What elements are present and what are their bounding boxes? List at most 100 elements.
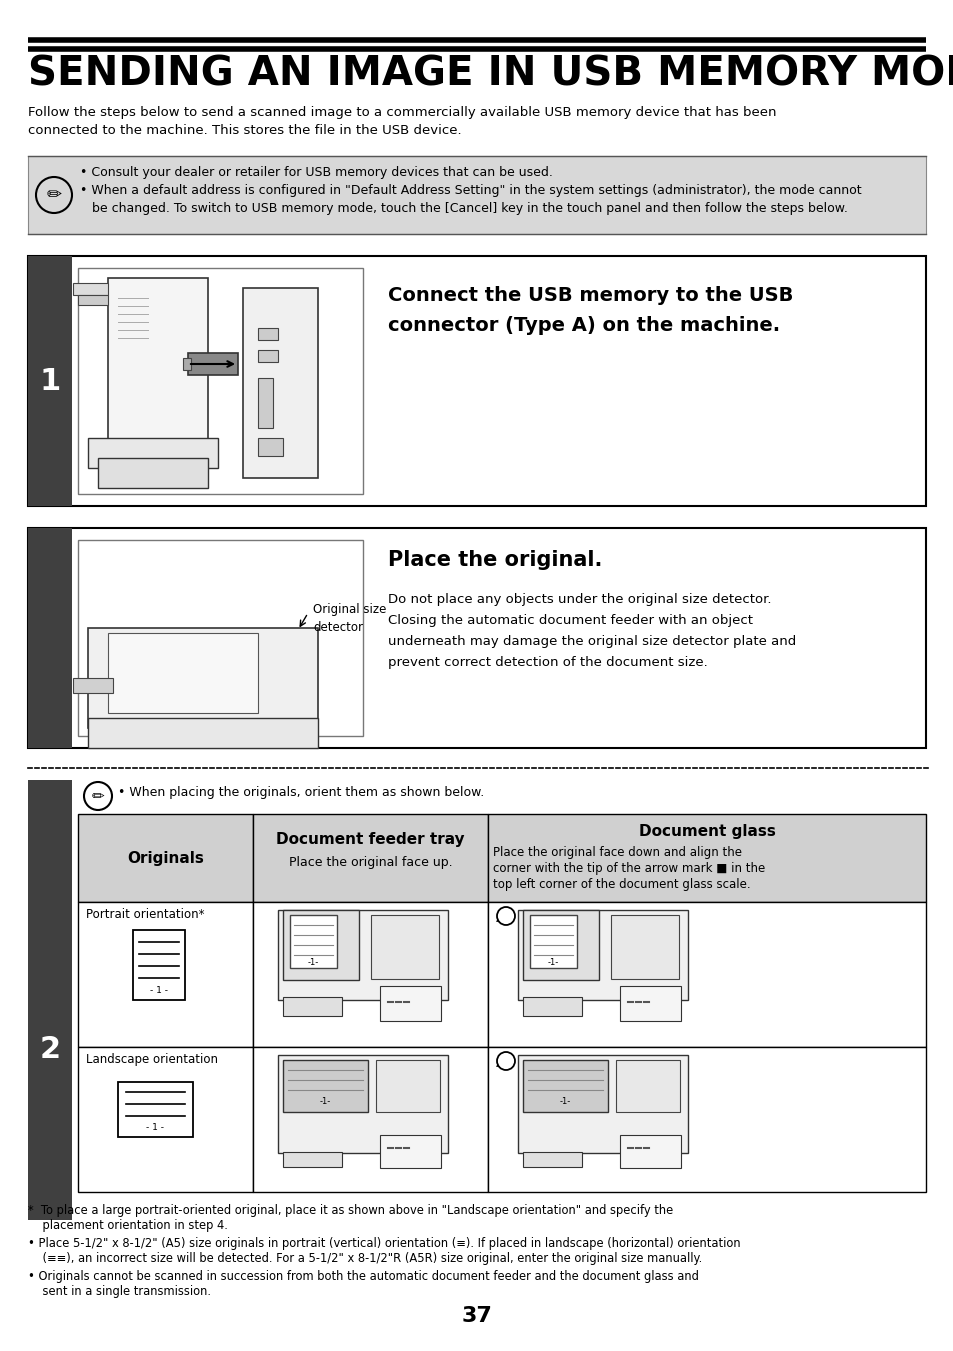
Text: detector: detector: [313, 621, 363, 634]
Bar: [488, 902, 925, 1047]
Bar: [277, 911, 448, 1000]
Bar: [522, 911, 598, 979]
Circle shape: [36, 177, 71, 213]
Text: placement orientation in step 4.: placement orientation in step 4.: [28, 1219, 228, 1232]
Bar: [78, 815, 253, 902]
Bar: [88, 717, 317, 748]
Bar: [28, 528, 925, 748]
Bar: [530, 915, 577, 969]
Bar: [132, 929, 185, 1000]
Text: 2: 2: [39, 1035, 60, 1065]
Bar: [28, 255, 925, 507]
Bar: [78, 1047, 253, 1192]
Text: ✏: ✏: [47, 186, 62, 204]
Text: Landscape orientation: Landscape orientation: [86, 1052, 218, 1066]
Bar: [73, 678, 112, 693]
Text: Original size: Original size: [313, 603, 386, 616]
Bar: [522, 1061, 607, 1112]
Bar: [257, 350, 277, 362]
Text: (≡≡), an incorrect size will be detected. For a 5-1/2" x 8-1/2"R (A5R) size orig: (≡≡), an incorrect size will be detected…: [28, 1252, 701, 1265]
Text: • Consult your dealer or retailer for USB memory devices that can be used.: • Consult your dealer or retailer for US…: [80, 166, 553, 178]
Text: be changed. To switch to USB memory mode, touch the [Cancel] key in the touch pa: be changed. To switch to USB memory mode…: [80, 203, 847, 215]
Text: Portrait orientation*: Portrait orientation*: [86, 908, 204, 921]
Bar: [610, 915, 679, 979]
Text: -1-: -1-: [319, 1097, 331, 1106]
Circle shape: [497, 1052, 515, 1070]
Text: prevent correct detection of the document size.: prevent correct detection of the documen…: [388, 657, 707, 669]
Text: connected to the machine. This stores the file in the USB device.: connected to the machine. This stores th…: [28, 124, 461, 136]
Bar: [253, 815, 488, 902]
Text: Closing the automatic document feeder with an object: Closing the automatic document feeder wi…: [388, 613, 752, 627]
Text: • Originals cannot be scanned in succession from both the automatic document fee: • Originals cannot be scanned in success…: [28, 1270, 699, 1283]
Text: -1-: -1-: [547, 958, 558, 967]
Bar: [522, 997, 581, 1016]
Bar: [283, 911, 358, 979]
Bar: [375, 1061, 439, 1112]
Bar: [488, 815, 925, 902]
Bar: [616, 1061, 679, 1112]
Circle shape: [84, 782, 112, 811]
Bar: [183, 358, 191, 370]
Text: Originals: Originals: [127, 851, 204, 866]
Bar: [253, 1047, 488, 1192]
Text: - 1 -: - 1 -: [147, 1123, 164, 1132]
Text: Follow the steps below to send a scanned image to a commercially available USB m: Follow the steps below to send a scanned…: [28, 105, 776, 119]
Text: sent in a single transmission.: sent in a single transmission.: [28, 1285, 211, 1298]
Bar: [517, 1055, 687, 1152]
Text: Document glass: Document glass: [638, 824, 775, 839]
Text: corner with the tip of the arrow mark ■ in the: corner with the tip of the arrow mark ■ …: [493, 862, 764, 875]
Bar: [619, 986, 680, 1021]
Bar: [28, 255, 71, 507]
Text: ▲: ▲: [496, 908, 507, 923]
Polygon shape: [138, 567, 357, 628]
Bar: [108, 634, 257, 713]
Text: SENDING AN IMAGE IN USB MEMORY MODE: SENDING AN IMAGE IN USB MEMORY MODE: [28, 54, 953, 95]
Text: Place the original face down and align the: Place the original face down and align t…: [493, 846, 741, 859]
Bar: [78, 295, 108, 305]
Bar: [28, 155, 925, 234]
Bar: [28, 780, 71, 1220]
Bar: [98, 458, 208, 488]
Text: Document feeder tray: Document feeder tray: [276, 832, 464, 847]
Bar: [379, 1135, 440, 1169]
Text: -1-: -1-: [307, 958, 318, 967]
Bar: [73, 282, 108, 295]
Bar: [188, 353, 237, 376]
Text: 37: 37: [461, 1306, 492, 1325]
Bar: [88, 628, 317, 728]
Bar: [517, 911, 687, 1000]
Text: connector (Type A) on the machine.: connector (Type A) on the machine.: [388, 316, 780, 335]
Bar: [28, 528, 71, 748]
Text: Do not place any objects under the original size detector.: Do not place any objects under the origi…: [388, 593, 771, 607]
Bar: [283, 997, 341, 1016]
Bar: [283, 1152, 341, 1167]
Bar: [243, 288, 317, 478]
Text: - 1 -: - 1 -: [150, 986, 168, 994]
Bar: [619, 1135, 680, 1169]
Bar: [118, 1082, 193, 1138]
Bar: [290, 915, 336, 969]
Bar: [88, 438, 218, 467]
Text: • When placing the originals, orient them as shown below.: • When placing the originals, orient the…: [118, 786, 484, 798]
Bar: [108, 278, 208, 478]
Bar: [522, 1152, 581, 1167]
Bar: [78, 902, 253, 1047]
Text: top left corner of the document glass scale.: top left corner of the document glass sc…: [493, 878, 750, 892]
Bar: [283, 1061, 368, 1112]
Text: ▲: ▲: [496, 1052, 507, 1069]
Text: -1-: -1-: [558, 1097, 570, 1106]
Text: 1: 1: [39, 366, 61, 396]
Bar: [78, 540, 363, 736]
Text: ✏: ✏: [91, 789, 104, 804]
Text: underneath may damage the original size detector plate and: underneath may damage the original size …: [388, 635, 796, 648]
Bar: [253, 902, 488, 1047]
Bar: [257, 378, 273, 428]
Bar: [371, 915, 438, 979]
Text: • When a default address is configured in "Default Address Setting" in the syste: • When a default address is configured i…: [80, 184, 861, 197]
Text: Place the original.: Place the original.: [388, 550, 601, 570]
Text: • Place 5-1/2" x 8-1/2" (A5) size originals in portrait (vertical) orientation (: • Place 5-1/2" x 8-1/2" (A5) size origin…: [28, 1238, 740, 1250]
Text: Place the original face up.: Place the original face up.: [289, 857, 452, 869]
Bar: [78, 267, 363, 494]
Bar: [488, 1047, 925, 1192]
Bar: [257, 438, 283, 457]
